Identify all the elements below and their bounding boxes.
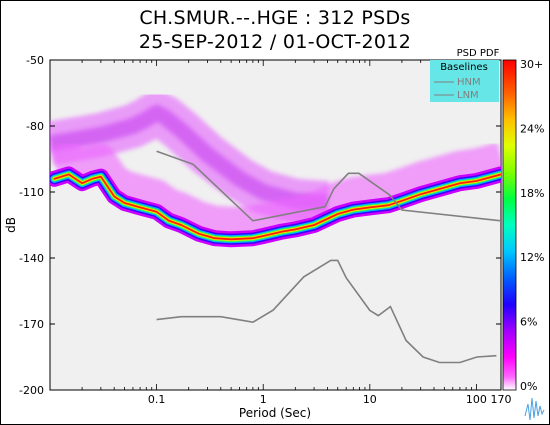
x-axis: 0.1 1 10 100 170: [49, 60, 512, 406]
x-tick-label: 1: [260, 393, 267, 406]
chart-subtitle: 25-SEP-2012 / 01-OCT-2012: [138, 31, 412, 53]
chart-title: CH.SMUR.--.HGE : 312 PSDs: [139, 7, 411, 29]
baseline-lnm: [156, 259, 497, 364]
pdf-upper-core: [50, 104, 328, 211]
legend: Baselines HNM LNM: [430, 60, 499, 102]
colorbar-title: PSD PDF: [457, 48, 500, 59]
x-axis-label: Period (Sec): [239, 406, 311, 420]
y-tick-label: -170: [19, 318, 44, 331]
x-tick-label: 0.1: [148, 393, 166, 406]
pdf-band-red: [53, 173, 501, 241]
x-tick-label: 100: [466, 393, 487, 406]
y-tick-label: -80: [26, 120, 44, 133]
colorbar-tick-label: 6%: [520, 316, 537, 329]
y-tick-label: -140: [19, 252, 44, 265]
legend-title: Baselines: [440, 62, 488, 73]
colorbar-tick-label: 0%: [520, 380, 537, 393]
legend-entry-hnm: HNM: [457, 77, 481, 88]
y-axis: -50 -80 -110 -140 -170 -200: [19, 54, 501, 397]
y-axis-label: dB: [4, 217, 18, 233]
baseline-hnm: [156, 150, 501, 222]
y-tick-label: -110: [19, 186, 44, 199]
colorbar-tick-label: 12%: [520, 251, 544, 264]
colorbar-tick-label: 18%: [520, 187, 544, 200]
x-tick-label: 10: [363, 393, 377, 406]
colorbar-tick-label: 30+: [520, 58, 543, 71]
baselines-layer: [156, 150, 501, 364]
pdf-heatmap: [50, 90, 501, 248]
y-tick-label: -200: [19, 384, 44, 397]
y-tick-label: -50: [26, 54, 44, 67]
colorbar-ticks: 30+ 24% 18% 12% 6% 0%: [520, 58, 544, 393]
x-tick-label: 170: [491, 393, 512, 406]
logo-icon: [524, 397, 545, 421]
colorbar-tick-label: 24%: [520, 122, 544, 135]
legend-entry-lnm: LNM: [457, 90, 479, 101]
colorbar: [502, 59, 517, 391]
